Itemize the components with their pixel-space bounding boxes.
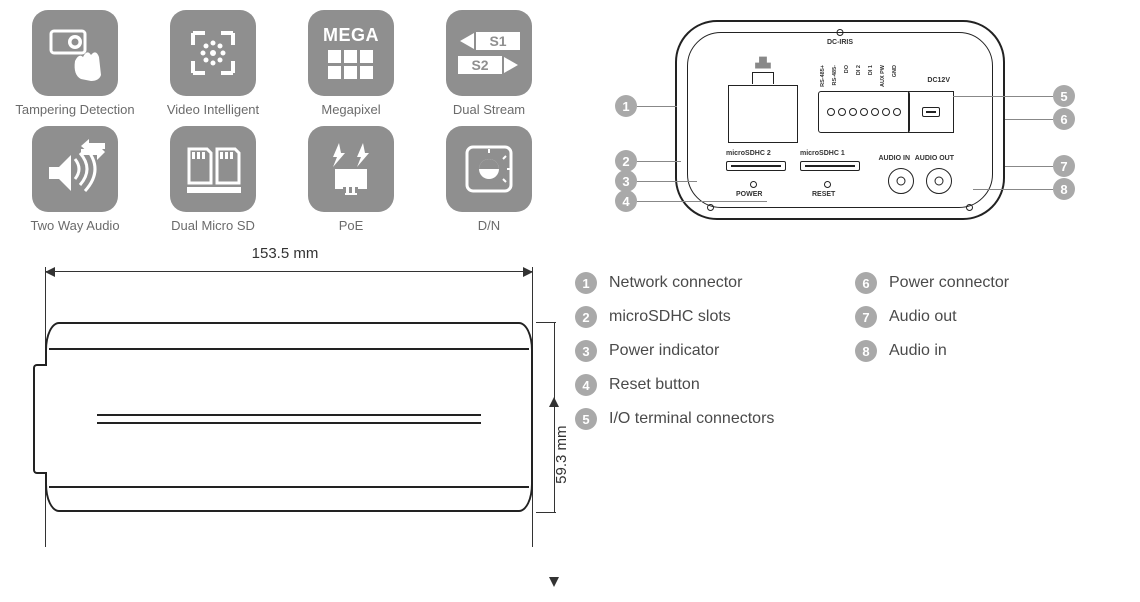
feature-tampering: Tampering Detection (15, 10, 135, 118)
feature-label: Video Intelligent (167, 102, 259, 118)
callout-4: 4 (615, 190, 767, 212)
dc12v-label: DC12V (927, 77, 950, 84)
callout-legend: 1Network connector 6Power connector 2mic… (575, 272, 1125, 430)
dc-iris-label: DC-IRIS (827, 39, 853, 46)
legend-item: 2microSDHC slots (575, 306, 855, 328)
feature-label: PoE (339, 218, 364, 234)
feature-grid: Tampering Detection (15, 10, 545, 233)
s1-text: S1 (476, 32, 520, 50)
feature-dual-microsd: Dual Micro SD (153, 126, 273, 234)
s2-text: S2 (458, 56, 502, 74)
network-port: ▟▙ (728, 85, 798, 143)
mega-text: MEGA (323, 25, 379, 46)
legend-item: 8Audio in (855, 340, 1085, 362)
microsd-slot-1 (800, 161, 860, 171)
callout-1: 1 (615, 95, 677, 117)
dn-icon (446, 126, 532, 212)
power-led (750, 181, 757, 188)
feature-label: Dual Stream (453, 102, 525, 118)
io-terminal (818, 91, 910, 133)
dual-stream-icon: S1 S2 (446, 10, 532, 96)
feature-label: Two Way Audio (30, 218, 119, 234)
feature-label: Megapixel (321, 102, 380, 118)
megapixel-icon: MEGA (308, 10, 394, 96)
callout-8: 8 (973, 178, 1075, 200)
legend-item: 1Network connector (575, 272, 855, 294)
audio-in-jack (888, 168, 914, 194)
feature-poe: PoE (291, 126, 411, 234)
legend-item: 3Power indicator (575, 340, 855, 362)
feature-dual-stream: S1 S2 Dual Stream (429, 10, 549, 118)
legend-item: 7Audio out (855, 306, 1085, 328)
callout-7: 7 (1005, 155, 1075, 177)
video-intel-icon (170, 10, 256, 96)
audio-out-jack (926, 168, 952, 194)
two-way-audio-icon (32, 126, 118, 212)
power-port (908, 91, 954, 133)
poe-icon (308, 126, 394, 212)
camera-side-view (45, 322, 533, 512)
dimension-drawing: 153.5 mm 59.3 mm (15, 247, 555, 557)
dual-microsd-icon (170, 126, 256, 212)
legend-item: 6Power connector (855, 272, 1085, 294)
tampering-icon (32, 10, 118, 96)
callout-2: 2 (615, 150, 681, 172)
callout-3: 3 (615, 170, 697, 192)
feature-label: Dual Micro SD (171, 218, 255, 234)
reset-button (824, 181, 831, 188)
legend-item: 5I/O terminal connectors (575, 408, 855, 430)
feature-label: D/N (478, 218, 500, 234)
feature-megapixel: MEGA Megapixel (291, 10, 411, 118)
callout-5: 5 (953, 85, 1075, 107)
width-dimension: 153.5 mm (252, 245, 319, 262)
legend-item: 4Reset button (575, 374, 855, 396)
feature-two-way-audio: Two Way Audio (15, 126, 135, 234)
callout-6: 6 (1005, 108, 1075, 130)
microsd-slot-2 (726, 161, 786, 171)
feature-label: Tampering Detection (15, 102, 134, 118)
rear-panel-diagram: DC-IRIS ▟▙ RS-485+ RS-485- DO DI 2 DI 1 … (575, 10, 1115, 240)
feature-video-intel: Video Intelligent (153, 10, 273, 118)
feature-dn: D/N (429, 126, 549, 234)
